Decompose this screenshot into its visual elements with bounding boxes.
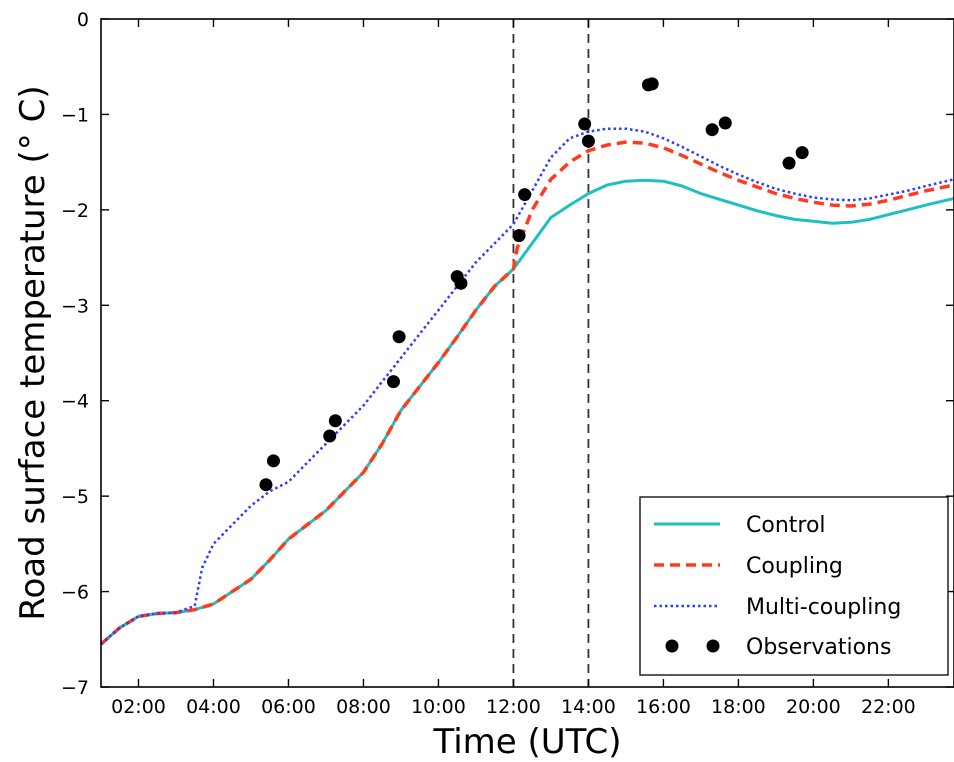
observation-point [328, 414, 342, 428]
legend-label-coupling: Coupling [746, 554, 843, 579]
y-tick-label: −6 [61, 582, 89, 604]
y-tick-label: −4 [61, 391, 89, 413]
observation-point [454, 276, 468, 290]
observation-point [578, 117, 592, 131]
series-lines [99, 127, 954, 646]
axis-ticks: 02:00 04:00 06:00 08:00 10:00 12:00 14:00 16:00… [61, 9, 954, 718]
x-tick-label: 20:00 [786, 696, 841, 718]
x-tick-label: 08:00 [336, 696, 391, 718]
legend-swatch-observations [665, 639, 679, 653]
observation-point [645, 77, 659, 91]
y-axis-title: Road surface temperature (° C) [13, 85, 53, 620]
x-tick-label: 04:00 [186, 696, 241, 718]
y-tick-label: −1 [61, 104, 89, 126]
legend-box [639, 496, 949, 676]
legend-label-multi-coupling: Multi-coupling [746, 595, 901, 620]
legend-label-control: Control [746, 513, 826, 538]
x-tick-label: 16:00 [636, 696, 691, 718]
observation-points [259, 77, 809, 492]
legend-label-observations: Observations [746, 635, 891, 660]
x-axis-title: Time (UTC) [433, 722, 622, 762]
y-tick-label: 0 [77, 9, 89, 31]
series-coupling-line [99, 140, 954, 646]
y-tick-label: −3 [61, 295, 89, 317]
y-tick-label: −2 [61, 200, 89, 222]
observation-point [705, 123, 719, 137]
x-tick-label: 14:00 [561, 696, 616, 718]
observation-point [581, 134, 595, 148]
observation-point [259, 478, 273, 492]
legend: Control Coupling Multi-coupling Observation… [639, 496, 949, 676]
observation-point [323, 429, 337, 443]
observation-point [518, 188, 532, 202]
observation-point [718, 116, 732, 130]
vertical-marker-lines [512, 19, 590, 687]
legend-swatch-observations [706, 639, 720, 653]
y-tick-label: −5 [61, 486, 89, 508]
observation-point [386, 375, 400, 389]
x-tick-label: 10:00 [411, 696, 466, 718]
observation-point [266, 454, 280, 468]
observation-point [392, 330, 406, 344]
y-tick-label: −7 [61, 677, 89, 699]
series-multi-coupling-line [100, 127, 954, 646]
plot-frame [100, 18, 954, 688]
x-tick-label: 12:00 [486, 696, 541, 718]
observation-point [782, 156, 796, 170]
x-tick-label: 02:00 [111, 696, 166, 718]
x-tick-label: 06:00 [261, 696, 316, 718]
observation-point [512, 229, 526, 243]
series-control-line [100, 178, 954, 646]
x-tick-label: 18:00 [711, 696, 766, 718]
x-tick-label: 22:00 [861, 696, 916, 718]
observation-point [795, 146, 809, 160]
